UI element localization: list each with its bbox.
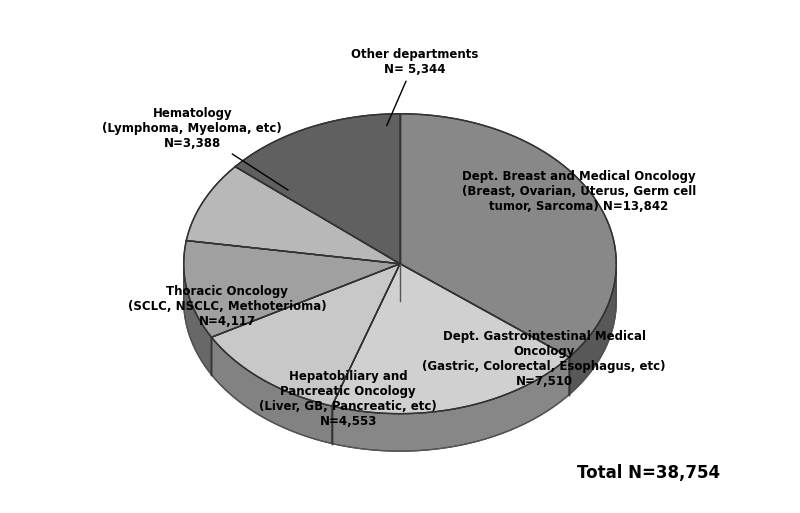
Polygon shape (332, 357, 569, 451)
Polygon shape (184, 264, 211, 374)
Text: Hepatobiliary and
Pancreatic Oncology
(Liver, GB, Pancreatic, etc)
N=4,553: Hepatobiliary and Pancreatic Oncology (L… (259, 370, 437, 428)
Text: Total N=38,754: Total N=38,754 (577, 464, 720, 482)
Polygon shape (186, 167, 400, 264)
Polygon shape (332, 264, 569, 413)
Text: Dept. Gastrointestinal Medical
Oncology
(Gastric, Colorectal, Esophagus, etc)
N=: Dept. Gastrointestinal Medical Oncology … (422, 330, 666, 388)
Text: Other departments
N= 5,344: Other departments N= 5,344 (350, 48, 478, 126)
Polygon shape (211, 264, 400, 406)
Text: Thoracic Oncology
(SCLC, NSCLC, Methoterioma)
N=4,117: Thoracic Oncology (SCLC, NSCLC, Methoter… (128, 285, 326, 328)
Polygon shape (211, 337, 332, 444)
Polygon shape (235, 114, 400, 264)
Polygon shape (400, 114, 616, 357)
Polygon shape (569, 266, 616, 394)
Text: Dept. Breast and Medical Oncology
(Breast, Ovarian, Uterus, Germ cell
tumor, Sar: Dept. Breast and Medical Oncology (Breas… (462, 170, 696, 213)
Text: Hematology
(Lymphoma, Myeloma, etc)
N=3,388: Hematology (Lymphoma, Myeloma, etc) N=3,… (102, 107, 288, 190)
Polygon shape (184, 241, 400, 337)
